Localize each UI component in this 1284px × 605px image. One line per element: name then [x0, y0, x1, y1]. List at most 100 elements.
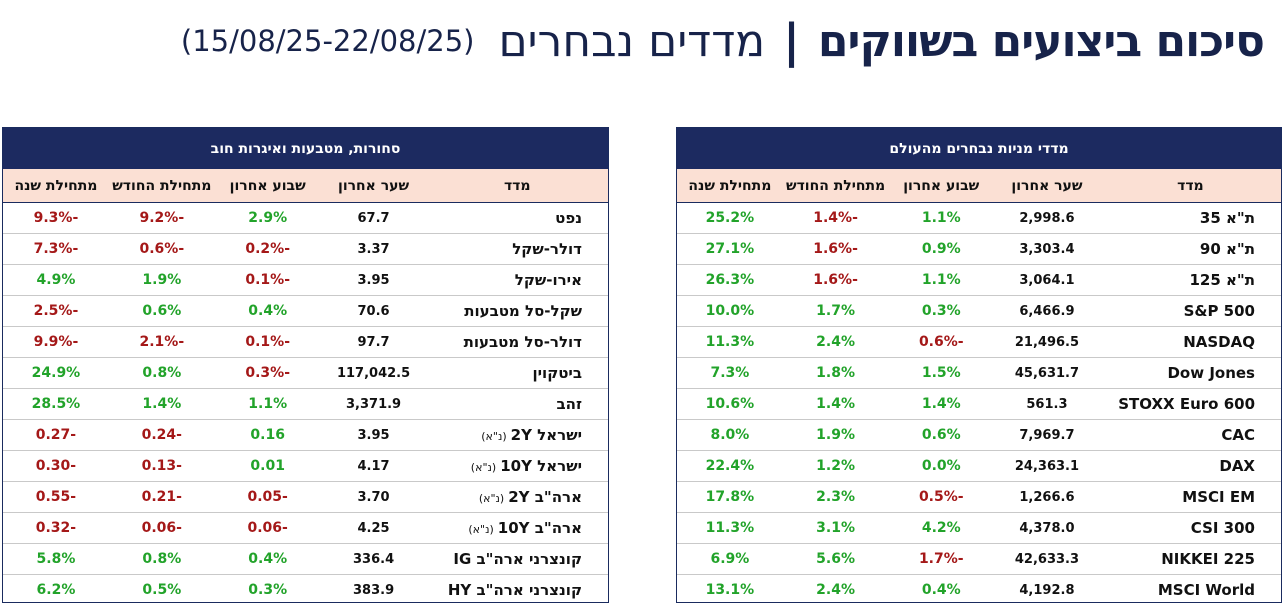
row-name: דולר-סל מטבעות: [464, 333, 582, 351]
row-name-cell: אירו-שקל: [427, 265, 609, 296]
row-name-cell: ת"א 35: [1100, 203, 1281, 234]
row-name: ארה"ב 2Y: [508, 488, 582, 506]
week-change-cell: 0.4%: [888, 575, 994, 605]
row-name: DAX: [1219, 457, 1255, 475]
commodities-fx-bonds-panel: סחורות, מטבעות ואיגרות חוב מדד שער אחרון…: [2, 127, 609, 603]
date-range: (15/08/25-22/08/25): [181, 24, 475, 58]
mtd-change-cell: 2.4%: [783, 327, 889, 358]
week-change-cell: 0.3%: [888, 296, 994, 327]
last-price-cell: 336.4: [321, 544, 427, 575]
ytd-change-cell: 11.3%: [677, 513, 783, 544]
week-change-cell: 1.5%: [888, 358, 994, 389]
ytd-change-cell: 11.3%: [677, 327, 783, 358]
ytd-change-cell: 6.2%: [3, 575, 109, 605]
week-change-cell: -0.5%: [888, 482, 994, 513]
table-header-row: מדד שער אחרון שבוע אחרון מתחילת החודש מת…: [3, 169, 608, 203]
mtd-change-cell: 1.7%: [783, 296, 889, 327]
week-change-cell: -0.05: [215, 482, 321, 513]
ytd-change-cell: 4.9%: [3, 265, 109, 296]
row-name-cell: Dow Jones: [1100, 358, 1281, 389]
last-price-cell: 3,371.9: [321, 389, 427, 420]
mtd-change-cell: -2.1%: [109, 327, 215, 358]
row-name-cell: ת"א 90: [1100, 234, 1281, 265]
mtd-change-cell: 1.9%: [783, 420, 889, 451]
last-price-cell: 4.17: [321, 451, 427, 482]
row-note: (נ"א): [468, 523, 493, 536]
row-name: MSCI World: [1158, 581, 1255, 599]
week-change-cell: 0.3%: [215, 575, 321, 605]
mtd-change-cell: 1.2%: [783, 451, 889, 482]
ytd-change-cell: 7.3%: [677, 358, 783, 389]
ytd-change-cell: -0.27: [3, 420, 109, 451]
last-price-cell: 3.95: [321, 420, 427, 451]
ytd-change-cell: -0.30: [3, 451, 109, 482]
col-header-ytd: מתחילת שנה: [677, 169, 783, 203]
ytd-change-cell: 10.0%: [677, 296, 783, 327]
last-price-cell: 3.95: [321, 265, 427, 296]
ytd-change-cell: 5.8%: [3, 544, 109, 575]
last-price-cell: 24,363.1: [994, 451, 1100, 482]
mtd-change-cell: 1.8%: [783, 358, 889, 389]
row-name-cell: ארה"ב 2Y(נ"א): [427, 482, 609, 513]
row-name: ת"א 35: [1200, 209, 1255, 227]
week-change-cell: -1.7%: [888, 544, 994, 575]
ytd-change-cell: 10.6%: [677, 389, 783, 420]
row-name-cell: DAX: [1100, 451, 1281, 482]
week-change-cell: 0.0%: [888, 451, 994, 482]
last-price-cell: 3.37: [321, 234, 427, 265]
ytd-change-cell: 8.0%: [677, 420, 783, 451]
mtd-change-cell: 1.4%: [783, 389, 889, 420]
last-price-cell: 1,266.6: [994, 482, 1100, 513]
last-price-cell: 3,064.1: [994, 265, 1100, 296]
row-name-cell: STOXX Euro 600: [1100, 389, 1281, 420]
col-header-ytd: מתחילת שנה: [3, 169, 109, 203]
row-name-cell: S&P 500: [1100, 296, 1281, 327]
row-name-cell: CSI 300: [1100, 513, 1281, 544]
table-row: ארה"ב 10Y(נ"א)4.25-0.06-0.06-0.32: [3, 513, 608, 544]
last-price-cell: 561.3: [994, 389, 1100, 420]
ytd-change-cell: -2.5%: [3, 296, 109, 327]
ytd-change-cell: -9.9%: [3, 327, 109, 358]
week-change-cell: -0.1%: [215, 327, 321, 358]
col-header-week: שבוע אחרון: [215, 169, 321, 203]
last-price-cell: 3.70: [321, 482, 427, 513]
week-change-cell: 0.4%: [215, 296, 321, 327]
ytd-change-cell: 27.1%: [677, 234, 783, 265]
row-name-cell: ישראל 2Y(נ"א): [427, 420, 609, 451]
row-name: CAC: [1221, 426, 1255, 444]
last-price-cell: 7,969.7: [994, 420, 1100, 451]
week-change-cell: -0.1%: [215, 265, 321, 296]
last-price-cell: 70.6: [321, 296, 427, 327]
row-name: STOXX Euro 600: [1118, 395, 1255, 413]
last-price-cell: 4,378.0: [994, 513, 1100, 544]
row-name: דולר-שקל: [512, 240, 582, 258]
mtd-change-cell: 0.8%: [109, 358, 215, 389]
week-change-cell: 0.16: [215, 420, 321, 451]
week-change-cell: 0.4%: [215, 544, 321, 575]
ytd-change-cell: -0.32: [3, 513, 109, 544]
mtd-change-cell: -0.24: [109, 420, 215, 451]
mtd-change-cell: -0.21: [109, 482, 215, 513]
last-price-cell: 2,998.6: [994, 203, 1100, 234]
row-name-cell: ישראל 10Y(נ"א): [427, 451, 609, 482]
row-name: S&P 500: [1184, 302, 1255, 320]
week-change-cell: 1.1%: [888, 265, 994, 296]
row-name-cell: קונצרני ארה"ב IG: [427, 544, 609, 575]
week-change-cell: 2.9%: [215, 203, 321, 234]
last-price-cell: 4,192.8: [994, 575, 1100, 605]
row-name: שקל-סל מטבעות: [464, 302, 582, 320]
row-name-cell: קונצרני ארה"ב HY: [427, 575, 609, 605]
last-price-cell: 42,633.3: [994, 544, 1100, 575]
week-change-cell: -0.2%: [215, 234, 321, 265]
row-name: ת"א 125: [1189, 271, 1255, 289]
